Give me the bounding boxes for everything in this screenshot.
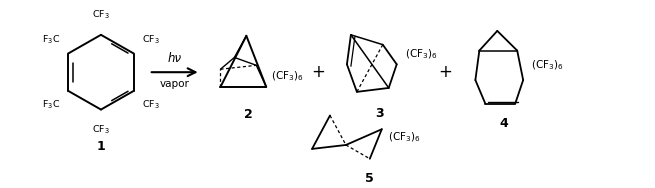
Text: (CF$_3$)$_6$: (CF$_3$)$_6$ xyxy=(531,58,564,72)
Text: (CF$_3$)$_6$: (CF$_3$)$_6$ xyxy=(405,48,438,61)
Text: 5: 5 xyxy=(365,172,374,185)
Text: 2: 2 xyxy=(244,108,253,121)
Text: hν: hν xyxy=(168,52,181,65)
Text: 3: 3 xyxy=(375,107,384,120)
Text: CF$_3$: CF$_3$ xyxy=(141,33,160,46)
Text: CF$_3$: CF$_3$ xyxy=(92,9,110,21)
Text: +: + xyxy=(311,63,325,81)
Text: 4: 4 xyxy=(500,117,509,130)
Text: CF$_3$: CF$_3$ xyxy=(92,123,110,136)
Text: F$_3$C: F$_3$C xyxy=(42,33,60,46)
Text: +: + xyxy=(439,63,453,81)
Text: (CF$_3$)$_6$: (CF$_3$)$_6$ xyxy=(388,130,421,144)
Text: (CF$_3$)$_6$: (CF$_3$)$_6$ xyxy=(271,69,304,83)
Text: CF$_3$: CF$_3$ xyxy=(141,99,160,111)
Text: vapor: vapor xyxy=(160,79,189,89)
Text: 1: 1 xyxy=(96,140,105,153)
Text: F$_3$C: F$_3$C xyxy=(42,99,60,111)
